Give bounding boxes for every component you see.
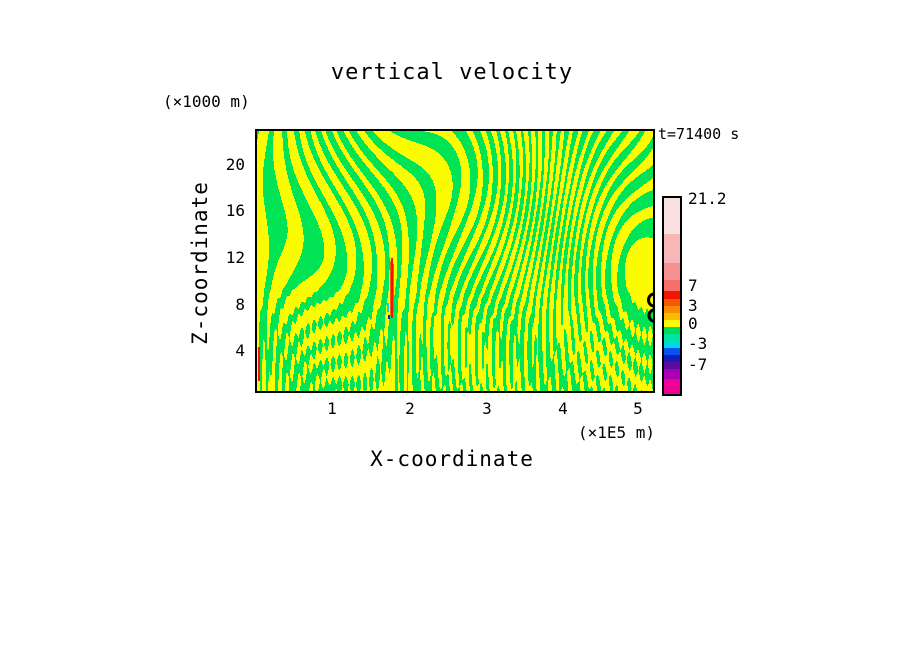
x-tick-5: 5: [633, 399, 643, 418]
x-tick-3: 3: [482, 399, 492, 418]
colorbar-segment: [664, 306, 680, 313]
colorbar-label-minus3: -3: [688, 334, 708, 353]
time-annotation: t=71400 s: [658, 125, 740, 143]
colorbar-label-3: 3: [688, 296, 698, 315]
colorbar-segment: [664, 355, 680, 362]
colorbar-segment: [664, 362, 680, 369]
colorbar-segment: [664, 327, 680, 334]
velocity-field-canvas: [257, 131, 653, 391]
x-tick-4: 4: [558, 399, 568, 418]
colorbar: [662, 196, 682, 396]
colorbar-segment: [664, 299, 680, 306]
colorbar-segment: [664, 313, 680, 320]
y-tick-12: 12: [225, 248, 245, 267]
colorbar-segment: [664, 334, 680, 341]
colorbar-label-minus7: -7: [688, 355, 708, 374]
colorbar-segment: [664, 348, 680, 355]
y-tick-4: 4: [235, 341, 245, 360]
colorbar-segment: [664, 234, 680, 263]
x-axis-unit-label: (×1E5 m): [577, 423, 655, 442]
y-axis-title: Z-coordinate: [188, 181, 212, 345]
y-tick-20: 20: [225, 155, 245, 174]
x-tick-1: 1: [327, 399, 337, 418]
plot-title: vertical velocity: [330, 60, 574, 85]
colorbar-segment: [664, 291, 680, 299]
colorbar-segment: [664, 198, 680, 234]
colorbar-segment: [664, 379, 680, 394]
colorbar-segment: [664, 369, 680, 379]
colorbar-label-7: 7: [688, 276, 698, 295]
contour-plot-area: [255, 129, 655, 393]
colorbar-max-label: 21.2: [688, 189, 727, 208]
colorbar-segment: [664, 320, 680, 327]
colorbar-segment: [664, 280, 680, 291]
colorbar-segment: [664, 341, 680, 348]
clipped-glyph-fragments: [647, 292, 655, 323]
y-axis-unit-label: (×1000 m): [163, 92, 250, 111]
colorbar-label-0: 0: [688, 314, 698, 333]
y-tick-8: 8: [235, 295, 245, 314]
y-tick-16: 16: [225, 201, 245, 220]
colorbar-segment: [664, 263, 680, 280]
x-axis-title: X-coordinate: [370, 447, 534, 471]
x-tick-2: 2: [405, 399, 415, 418]
